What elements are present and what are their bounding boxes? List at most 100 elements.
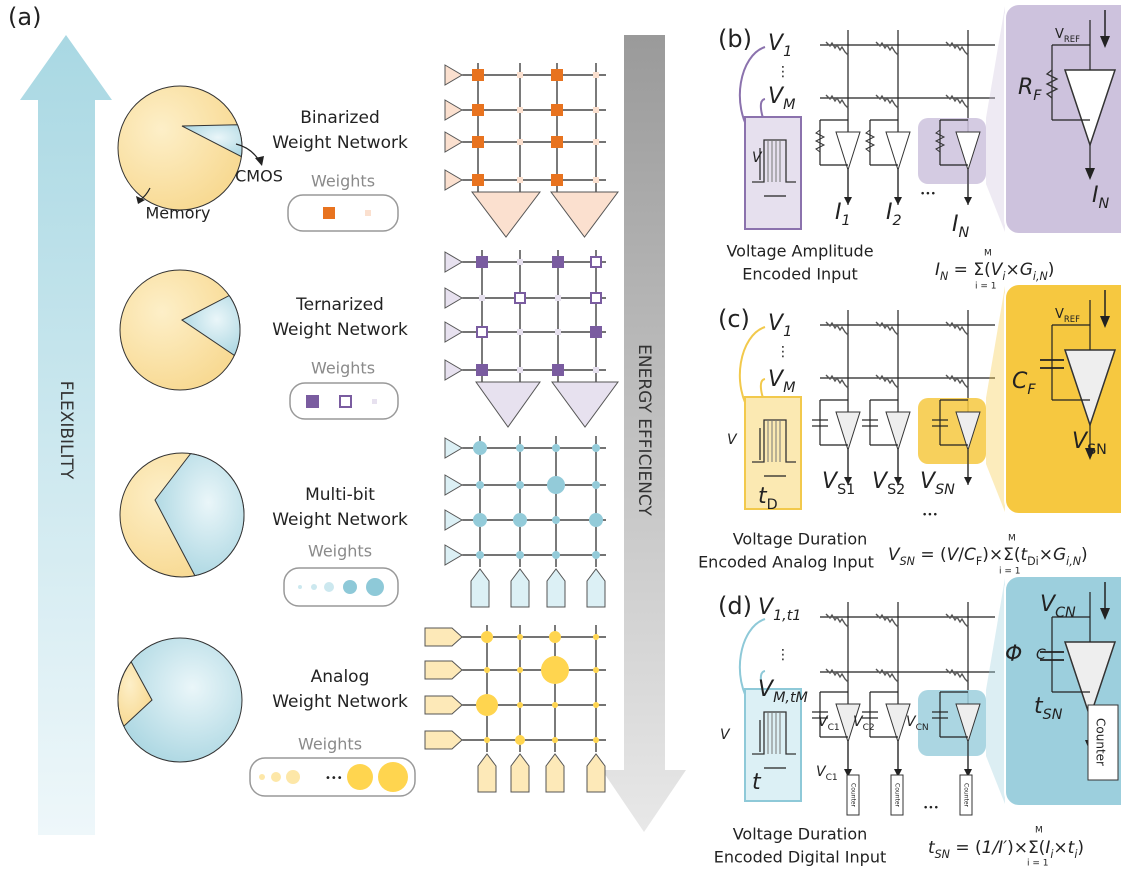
sum-limit: i = 1 [999, 567, 1021, 577]
var-label: VSN [920, 469, 955, 498]
arrow-head [964, 197, 972, 205]
weight [476, 551, 484, 559]
weight [552, 737, 558, 743]
arrow-head [1100, 36, 1110, 48]
arrow-head [1085, 168, 1095, 180]
arrow-head [894, 769, 902, 777]
input-driver [424, 695, 463, 715]
zoom-box [1004, 3, 1121, 235]
output-adc [477, 753, 497, 793]
legend-weight [286, 770, 300, 784]
var-label: VREF [1055, 307, 1080, 324]
weight [481, 631, 493, 643]
weight [551, 69, 563, 81]
zoom-cone [986, 286, 1005, 512]
var-label: IN [952, 212, 970, 241]
weight [552, 702, 558, 708]
weights-label: Weights [308, 542, 372, 561]
weights-label: Weights [311, 359, 375, 378]
weight [590, 292, 602, 304]
counter-label: Counter [1094, 718, 1108, 766]
energy-arrow [602, 35, 686, 832]
pie-wedge [117, 660, 153, 728]
ellipsis: ••• [920, 190, 936, 200]
memory-cell [945, 321, 969, 336]
input-driver [424, 627, 463, 647]
var-label: IN [1092, 183, 1110, 212]
input-box [744, 396, 802, 510]
pulse [752, 711, 796, 755]
weight [517, 634, 523, 640]
memory-cell [945, 94, 969, 109]
memory-cell [945, 374, 969, 389]
counter-label: Counter [850, 783, 857, 808]
weight [514, 292, 526, 304]
arrow-head [1100, 608, 1110, 620]
counter-label: Counter [894, 783, 901, 808]
sum-limit: M [1008, 534, 1016, 544]
legend-weight [298, 585, 302, 589]
memory-cell [875, 613, 899, 628]
var-label: RF [1018, 75, 1042, 104]
memory-cell [945, 613, 969, 628]
weight-dot [517, 72, 523, 78]
memory-cell [825, 374, 849, 389]
arrow-head [844, 197, 852, 205]
var-label: VC1 [818, 714, 840, 733]
input-driver [444, 287, 463, 309]
op-amp [885, 131, 911, 172]
weight [476, 326, 488, 338]
weight [593, 634, 599, 640]
var-label: I1 [835, 200, 851, 229]
caption: Voltage Duration [733, 530, 868, 549]
op-amp [835, 411, 861, 452]
weight-dot [517, 139, 523, 145]
weight [593, 702, 599, 708]
var-label: V1 [768, 31, 792, 60]
memory-cell [825, 668, 849, 683]
legend-weight [311, 584, 317, 590]
input-box [744, 116, 802, 230]
weight-dot [517, 177, 523, 183]
weight [592, 444, 600, 452]
var-label: tD [758, 484, 778, 513]
output-adc [586, 753, 606, 793]
weight-dot [593, 107, 599, 113]
network-name: Multi-bit [305, 485, 375, 505]
weight [484, 737, 490, 743]
var-label: V [720, 727, 731, 743]
equation: tSN = (1/I′)×Σ(Ii×ti) [928, 838, 1084, 861]
weight [472, 174, 484, 186]
weight [516, 481, 524, 489]
ellipsis: ••• [325, 773, 343, 784]
shapes [20, 3, 1121, 835]
pulse [752, 139, 796, 183]
weights-label: Weights [311, 172, 375, 191]
arrow-head [894, 477, 902, 485]
output-adc [586, 568, 606, 608]
weight [593, 667, 599, 673]
weight [552, 444, 560, 452]
var-label: ⋮ [776, 647, 790, 663]
var-label: VS1 [822, 469, 855, 498]
weight [516, 444, 524, 452]
weight [552, 256, 564, 268]
weight [472, 136, 484, 148]
legend-weight [271, 772, 281, 782]
memory-cell [875, 374, 899, 389]
labels: (a) FLEXIBILITY ENERGY EFFICIENCY CMOS M… [8, 3, 1110, 869]
weight [551, 104, 563, 116]
network-name: Ternarized [295, 295, 384, 315]
weight [551, 136, 563, 148]
panel-label: (b) [718, 25, 752, 53]
feedback-resistor [864, 129, 876, 153]
memory-cell [825, 613, 849, 628]
memory-cell [825, 321, 849, 336]
arrow-head [964, 769, 972, 777]
legend-weight [339, 395, 352, 408]
caption: Encoded Digital Input [714, 848, 886, 867]
var-label: CF [1012, 369, 1036, 398]
pointer-head [255, 156, 264, 166]
weight [590, 256, 602, 268]
var-label: C [1036, 647, 1046, 663]
